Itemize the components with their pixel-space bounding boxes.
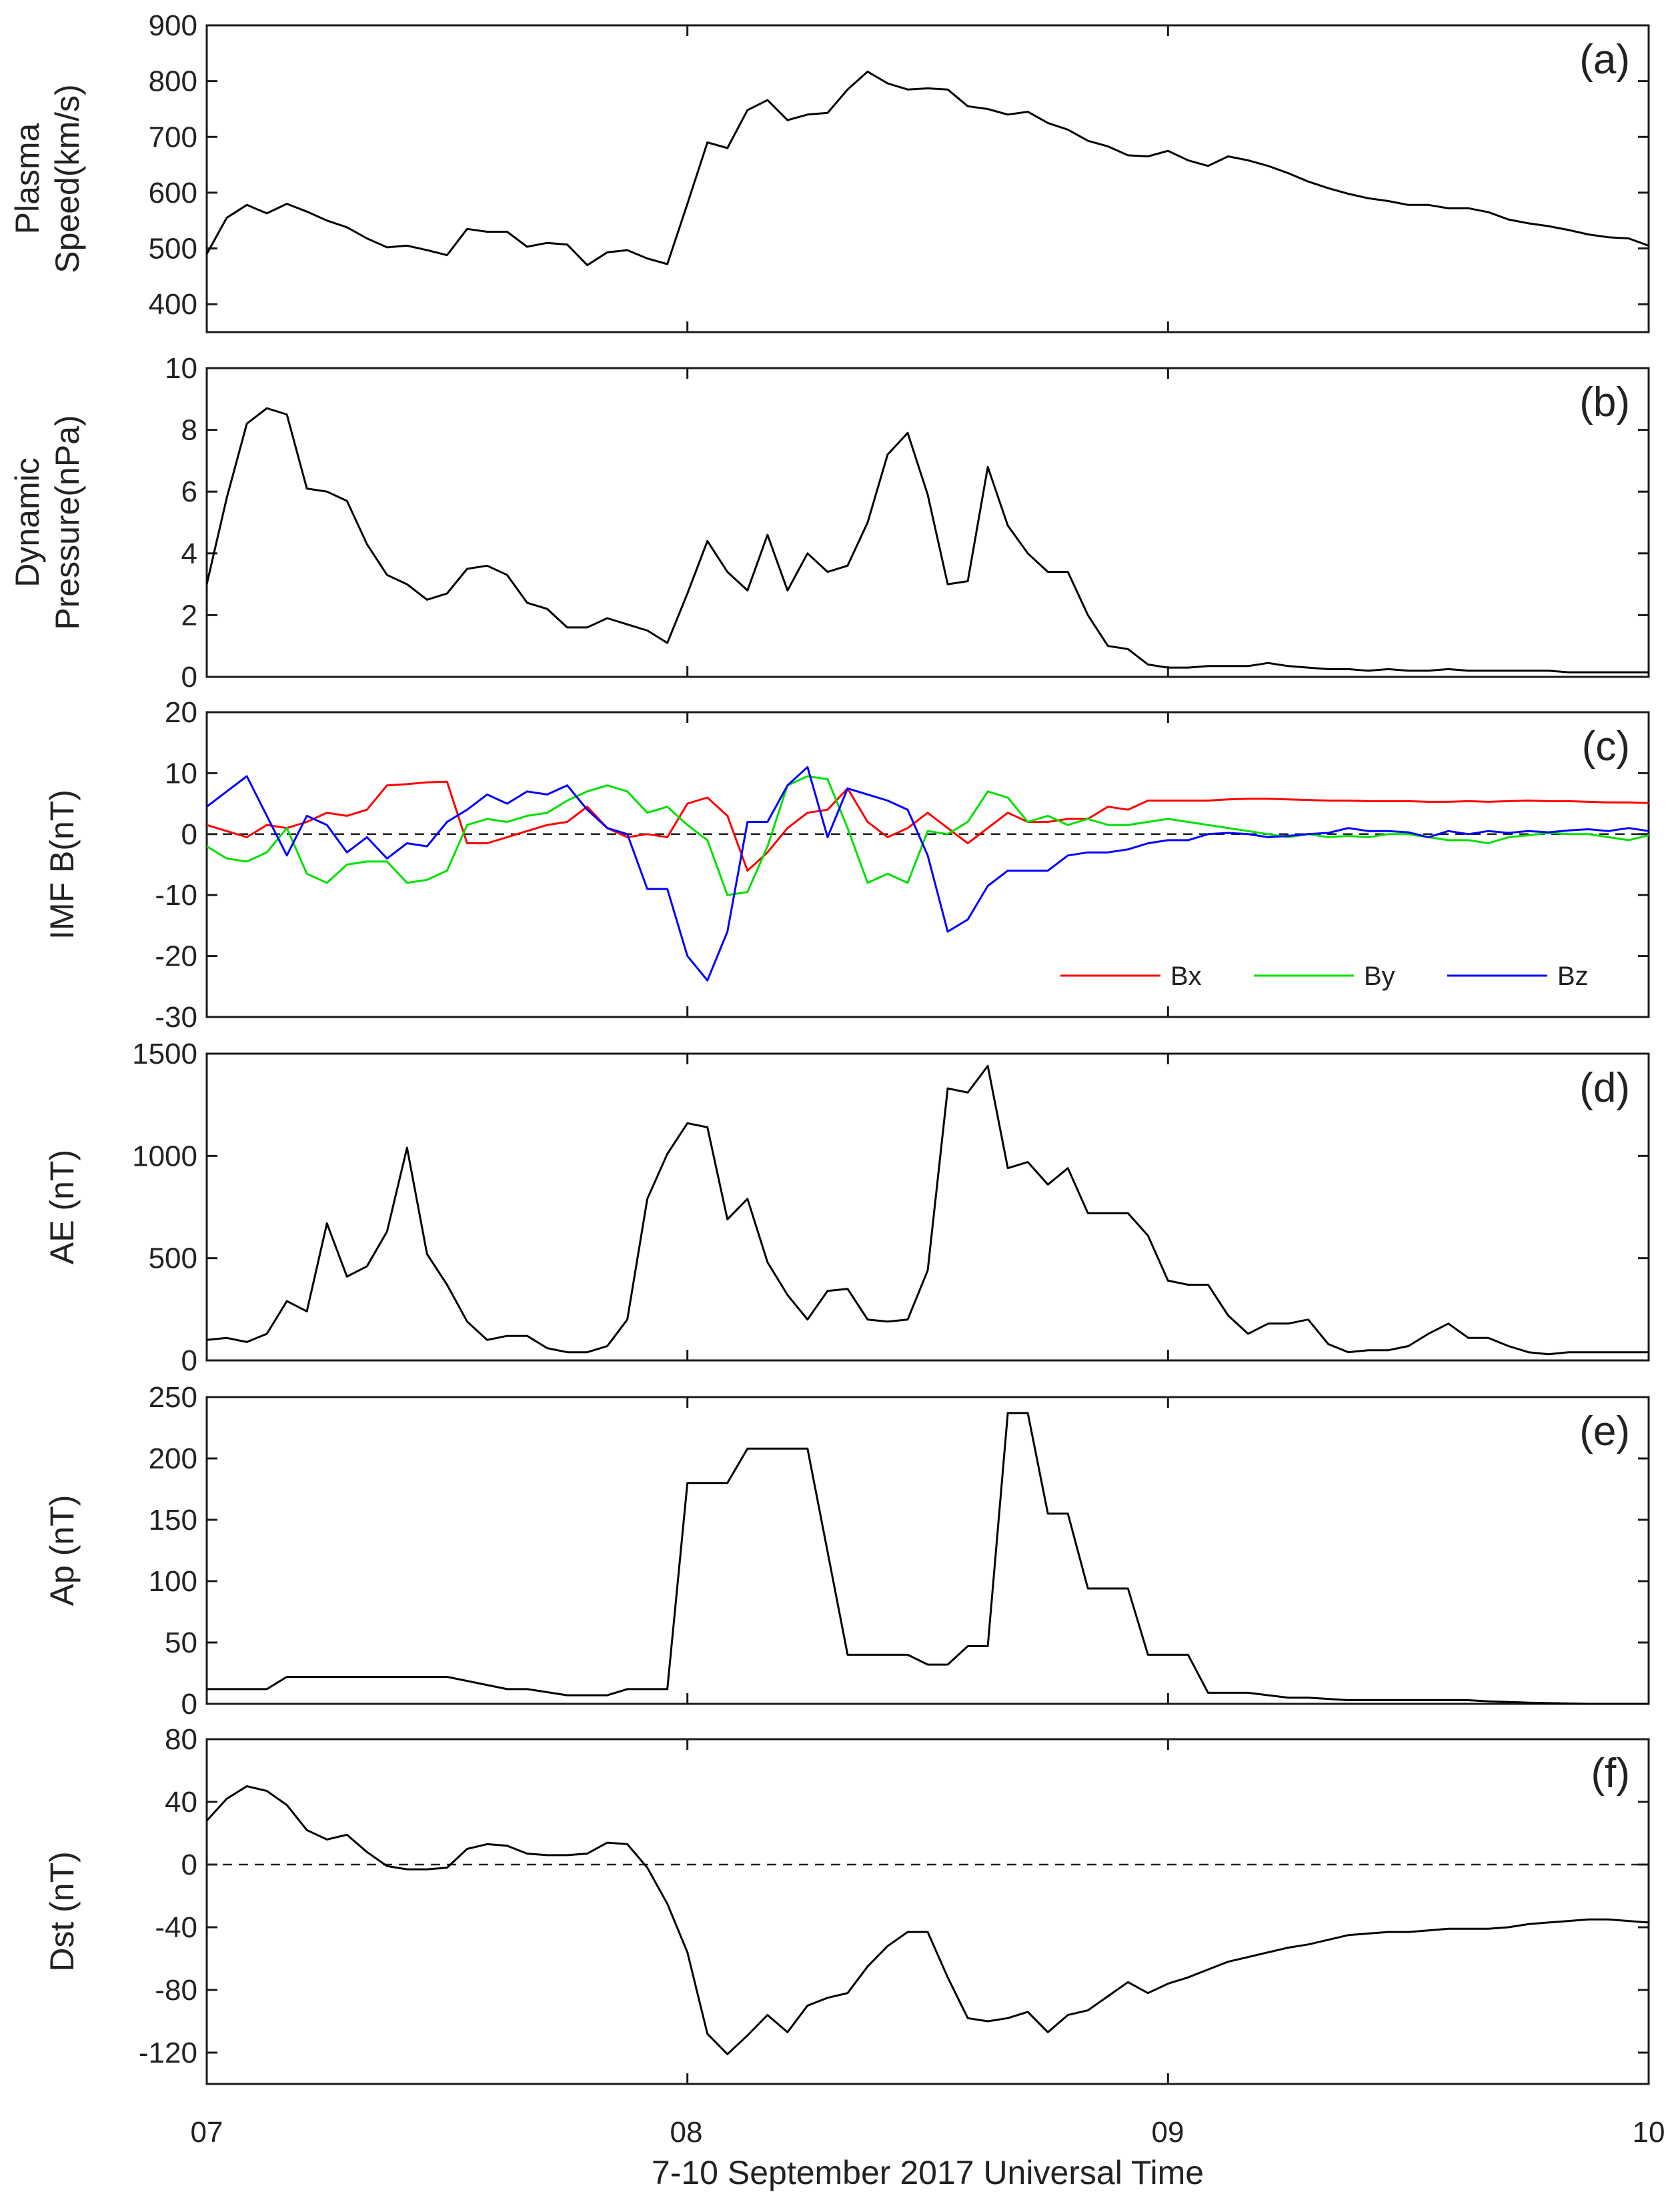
- y-tick-label: 200: [149, 1442, 197, 1475]
- x-tick-label: 09: [1152, 2116, 1184, 2149]
- plot-frame: [205, 711, 1650, 1018]
- x-tick-label: 10: [1633, 2116, 1665, 2149]
- series-line-by: [206, 775, 1649, 896]
- y-axis-label: AE (nT): [43, 1150, 81, 1264]
- y-tick-label: 50: [165, 1626, 197, 1659]
- x-axis-title: 7-10 September 2017 Universal Time: [652, 2154, 1204, 2191]
- y-tick-label: 0: [181, 661, 197, 694]
- y-tick-label: 4: [181, 537, 197, 570]
- y-tick-label: 0: [181, 818, 197, 851]
- y-tick-label: 40: [165, 1786, 197, 1819]
- panel-letter: (e): [1579, 1408, 1630, 1454]
- legend-label-bx: Bx: [1170, 962, 1202, 991]
- y-axis-label: Ap (nT): [43, 1495, 81, 1606]
- series-line: [205, 407, 1649, 674]
- panel-letter: (b): [1579, 379, 1630, 425]
- y-tick-label: 800: [149, 65, 197, 98]
- y-tick-label: -40: [155, 1911, 197, 1944]
- y-tick-label: 0: [181, 1849, 197, 1881]
- y-tick-label: 600: [149, 177, 197, 209]
- series-line: [206, 1064, 1649, 1356]
- series-line-bx: [206, 780, 1649, 872]
- panel-c: -30 -20 -10 0 10 20 (c) IMF B(nT) Bx By Bz: [43, 696, 1650, 1034]
- x-tick-label: 07: [191, 2116, 223, 2149]
- x-axis-labels: 07 08 09 10 7-10 September 2017 Universa…: [191, 2116, 1665, 2191]
- y-axis-label: Pressure(nPa): [49, 415, 86, 630]
- panel-f: -120 -80 -40 0 40 80 (f) Dst (nT): [43, 1723, 1650, 2085]
- y-tick-label: 20: [165, 696, 197, 729]
- panel-a: 400 500 600 700 800 900 (a) Plasma Speed(km/s): [9, 9, 1650, 333]
- y-tick-label: 1500: [132, 1038, 197, 1070]
- plot-frame: [205, 367, 1650, 678]
- y-tick-label: 250: [149, 1381, 197, 1414]
- series-line: [205, 1785, 1649, 2055]
- y-tick-label: 10: [165, 352, 197, 385]
- panel-letter: (c): [1582, 724, 1630, 770]
- panel-letter: (d): [1579, 1065, 1630, 1111]
- y-tick-label: -80: [155, 1974, 197, 2007]
- y-tick-label: 700: [149, 121, 197, 153]
- y-axis-label: Plasma: [9, 123, 46, 234]
- panel-b: 0 2 4 6 8 10 (b) Dynamic Pressure(nPa): [9, 352, 1650, 694]
- y-tick-label: 100: [149, 1565, 197, 1598]
- legend-label-by: By: [1364, 962, 1395, 991]
- y-tick-label: 0: [181, 1688, 197, 1721]
- series-line: [205, 70, 1649, 267]
- y-tick-label: 400: [149, 288, 197, 321]
- x-tick-label: 08: [670, 2116, 703, 2149]
- y-tick-label: 500: [149, 1242, 197, 1275]
- panel-letter: (f): [1591, 1751, 1630, 1797]
- plot-frame: [205, 24, 1650, 333]
- y-tick-label: 500: [149, 233, 197, 265]
- y-axis-label: IMF B(nT): [43, 790, 81, 940]
- y-tick-label: 2: [181, 599, 197, 632]
- panel-letter: (a): [1579, 37, 1630, 83]
- y-tick-label: 150: [149, 1504, 197, 1536]
- y-axis-label: Dst (nT): [43, 1851, 81, 1972]
- y-tick-label: 8: [181, 414, 197, 447]
- panel-d: 0 500 1000 1500 (d) AE (nT): [43, 1038, 1650, 1377]
- y-axis-label: Speed(km/s): [49, 84, 86, 273]
- panel-e: 0 50 100 150 200 250 (e) Ap (nT): [43, 1381, 1650, 1721]
- y-tick-label: -20: [155, 940, 197, 973]
- y-tick-label: 80: [165, 1723, 197, 1756]
- series-line: [207, 1412, 1649, 1705]
- y-tick-label: -120: [139, 2037, 197, 2069]
- y-tick-label: 900: [149, 9, 197, 42]
- series-line-bz: [206, 766, 1649, 982]
- plot-frame: [205, 1396, 1650, 1705]
- y-tick-label: 1000: [132, 1140, 197, 1172]
- y-tick-label: -10: [155, 879, 197, 912]
- y-tick-label: -30: [155, 1001, 197, 1034]
- legend-label-bz: Bz: [1557, 962, 1589, 991]
- y-tick-label: 10: [165, 757, 197, 790]
- y-tick-label: 0: [181, 1344, 197, 1377]
- plot-frame: [205, 1738, 1650, 2085]
- plot-frame: [205, 1052, 1650, 1362]
- y-tick-label: 6: [181, 475, 197, 508]
- y-axis-label: Dynamic: [9, 457, 46, 587]
